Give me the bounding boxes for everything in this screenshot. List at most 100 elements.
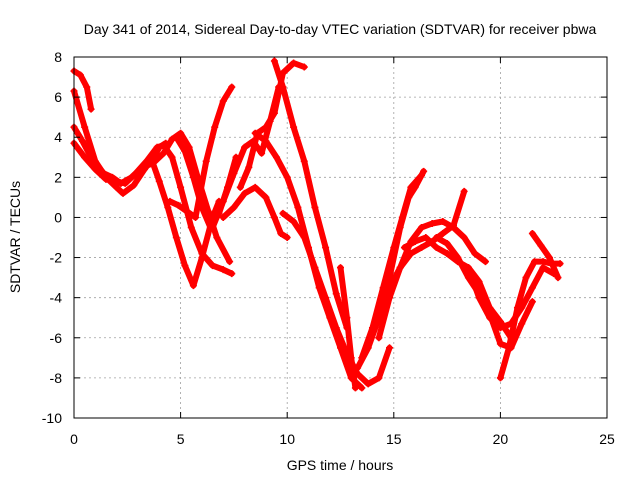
series-markers-19 xyxy=(400,234,515,342)
data-point xyxy=(290,59,298,67)
data-point xyxy=(192,213,200,221)
data-point xyxy=(160,141,168,149)
data-point xyxy=(343,314,351,322)
data-point xyxy=(294,203,302,211)
data-point xyxy=(213,234,221,241)
data-point xyxy=(443,250,451,258)
data-point xyxy=(258,149,266,157)
series-trace-6 xyxy=(166,84,235,221)
data-point xyxy=(432,244,440,252)
data-point xyxy=(443,240,451,248)
data-point xyxy=(475,294,483,302)
data-point xyxy=(400,244,408,252)
data-point xyxy=(215,209,223,217)
data-point xyxy=(226,258,234,266)
data-point xyxy=(322,294,330,302)
data-point xyxy=(209,213,217,221)
data-point xyxy=(550,270,558,278)
data-point xyxy=(364,344,372,352)
x-tick-label: 15 xyxy=(386,431,402,447)
data-point xyxy=(315,284,323,292)
series-markers-13 xyxy=(279,209,394,388)
data-point xyxy=(407,183,415,191)
x-tick-label: 0 xyxy=(70,431,78,447)
data-point xyxy=(108,173,116,181)
x-tick-label: 5 xyxy=(177,431,185,447)
data-point xyxy=(311,203,319,211)
series-trace-16 xyxy=(358,172,425,361)
data-point xyxy=(177,129,185,137)
data-point xyxy=(228,270,236,278)
series-markers-6 xyxy=(166,83,236,221)
series-trace-11 xyxy=(271,58,350,331)
data-point xyxy=(81,123,89,131)
data-point xyxy=(102,175,110,183)
data-point xyxy=(460,234,468,241)
data-point xyxy=(185,143,193,151)
data-point xyxy=(337,344,344,352)
data-point xyxy=(219,197,227,205)
data-point xyxy=(405,193,413,201)
data-point xyxy=(351,384,359,392)
data-point xyxy=(219,97,227,105)
data-point xyxy=(311,264,319,272)
data-point xyxy=(113,177,121,185)
data-point xyxy=(337,264,344,272)
data-point xyxy=(518,320,526,328)
data-point xyxy=(130,181,138,189)
series-markers-10 xyxy=(236,59,308,191)
data-point xyxy=(464,264,472,272)
data-point xyxy=(556,260,564,268)
data-point xyxy=(432,234,440,241)
series-trace-9 xyxy=(220,184,291,241)
data-point xyxy=(290,217,298,225)
data-point xyxy=(347,354,355,362)
data-point xyxy=(209,262,217,270)
data-point xyxy=(390,244,398,252)
series-markers-21 xyxy=(464,264,558,332)
data-point xyxy=(300,157,308,165)
series-markers-3 xyxy=(70,123,234,266)
data-point xyxy=(172,234,180,241)
data-point xyxy=(198,254,206,262)
y-tick-label: 6 xyxy=(54,89,62,105)
series-markers-7 xyxy=(172,133,240,231)
series-trace-14 xyxy=(337,264,359,391)
data-point xyxy=(386,284,394,292)
data-point xyxy=(189,282,197,290)
series-markers-23 xyxy=(528,229,562,282)
data-point xyxy=(418,171,426,179)
data-point xyxy=(164,203,172,211)
data-point xyxy=(283,173,291,181)
data-point xyxy=(236,183,244,191)
data-point xyxy=(76,71,84,79)
data-point xyxy=(202,157,210,165)
axis-ticks: 0 5 10 15 20 25 -10 -8 -6 -4 -2 0 2 4 6 8 xyxy=(42,49,615,447)
data-point xyxy=(241,143,249,151)
data-point xyxy=(464,274,472,282)
data-point xyxy=(358,384,366,392)
data-point xyxy=(204,207,212,215)
data-point xyxy=(262,193,270,201)
data-point xyxy=(507,320,515,328)
data-point xyxy=(379,284,387,292)
data-point xyxy=(181,262,189,270)
data-point xyxy=(420,167,428,175)
data-point xyxy=(224,183,232,191)
data-point xyxy=(262,123,270,131)
data-point xyxy=(251,129,259,137)
series-trace-23 xyxy=(529,230,561,281)
data-point xyxy=(505,344,513,352)
series-markers-14 xyxy=(337,264,359,392)
series-markers-11 xyxy=(270,57,351,332)
data-point xyxy=(528,298,536,306)
data-point xyxy=(418,244,426,252)
data-point xyxy=(375,314,383,322)
data-point xyxy=(460,187,468,195)
data-point xyxy=(354,364,362,372)
data-point xyxy=(121,179,129,187)
data-point xyxy=(522,274,530,282)
data-point xyxy=(375,334,383,342)
y-tick-label: -8 xyxy=(50,370,63,386)
